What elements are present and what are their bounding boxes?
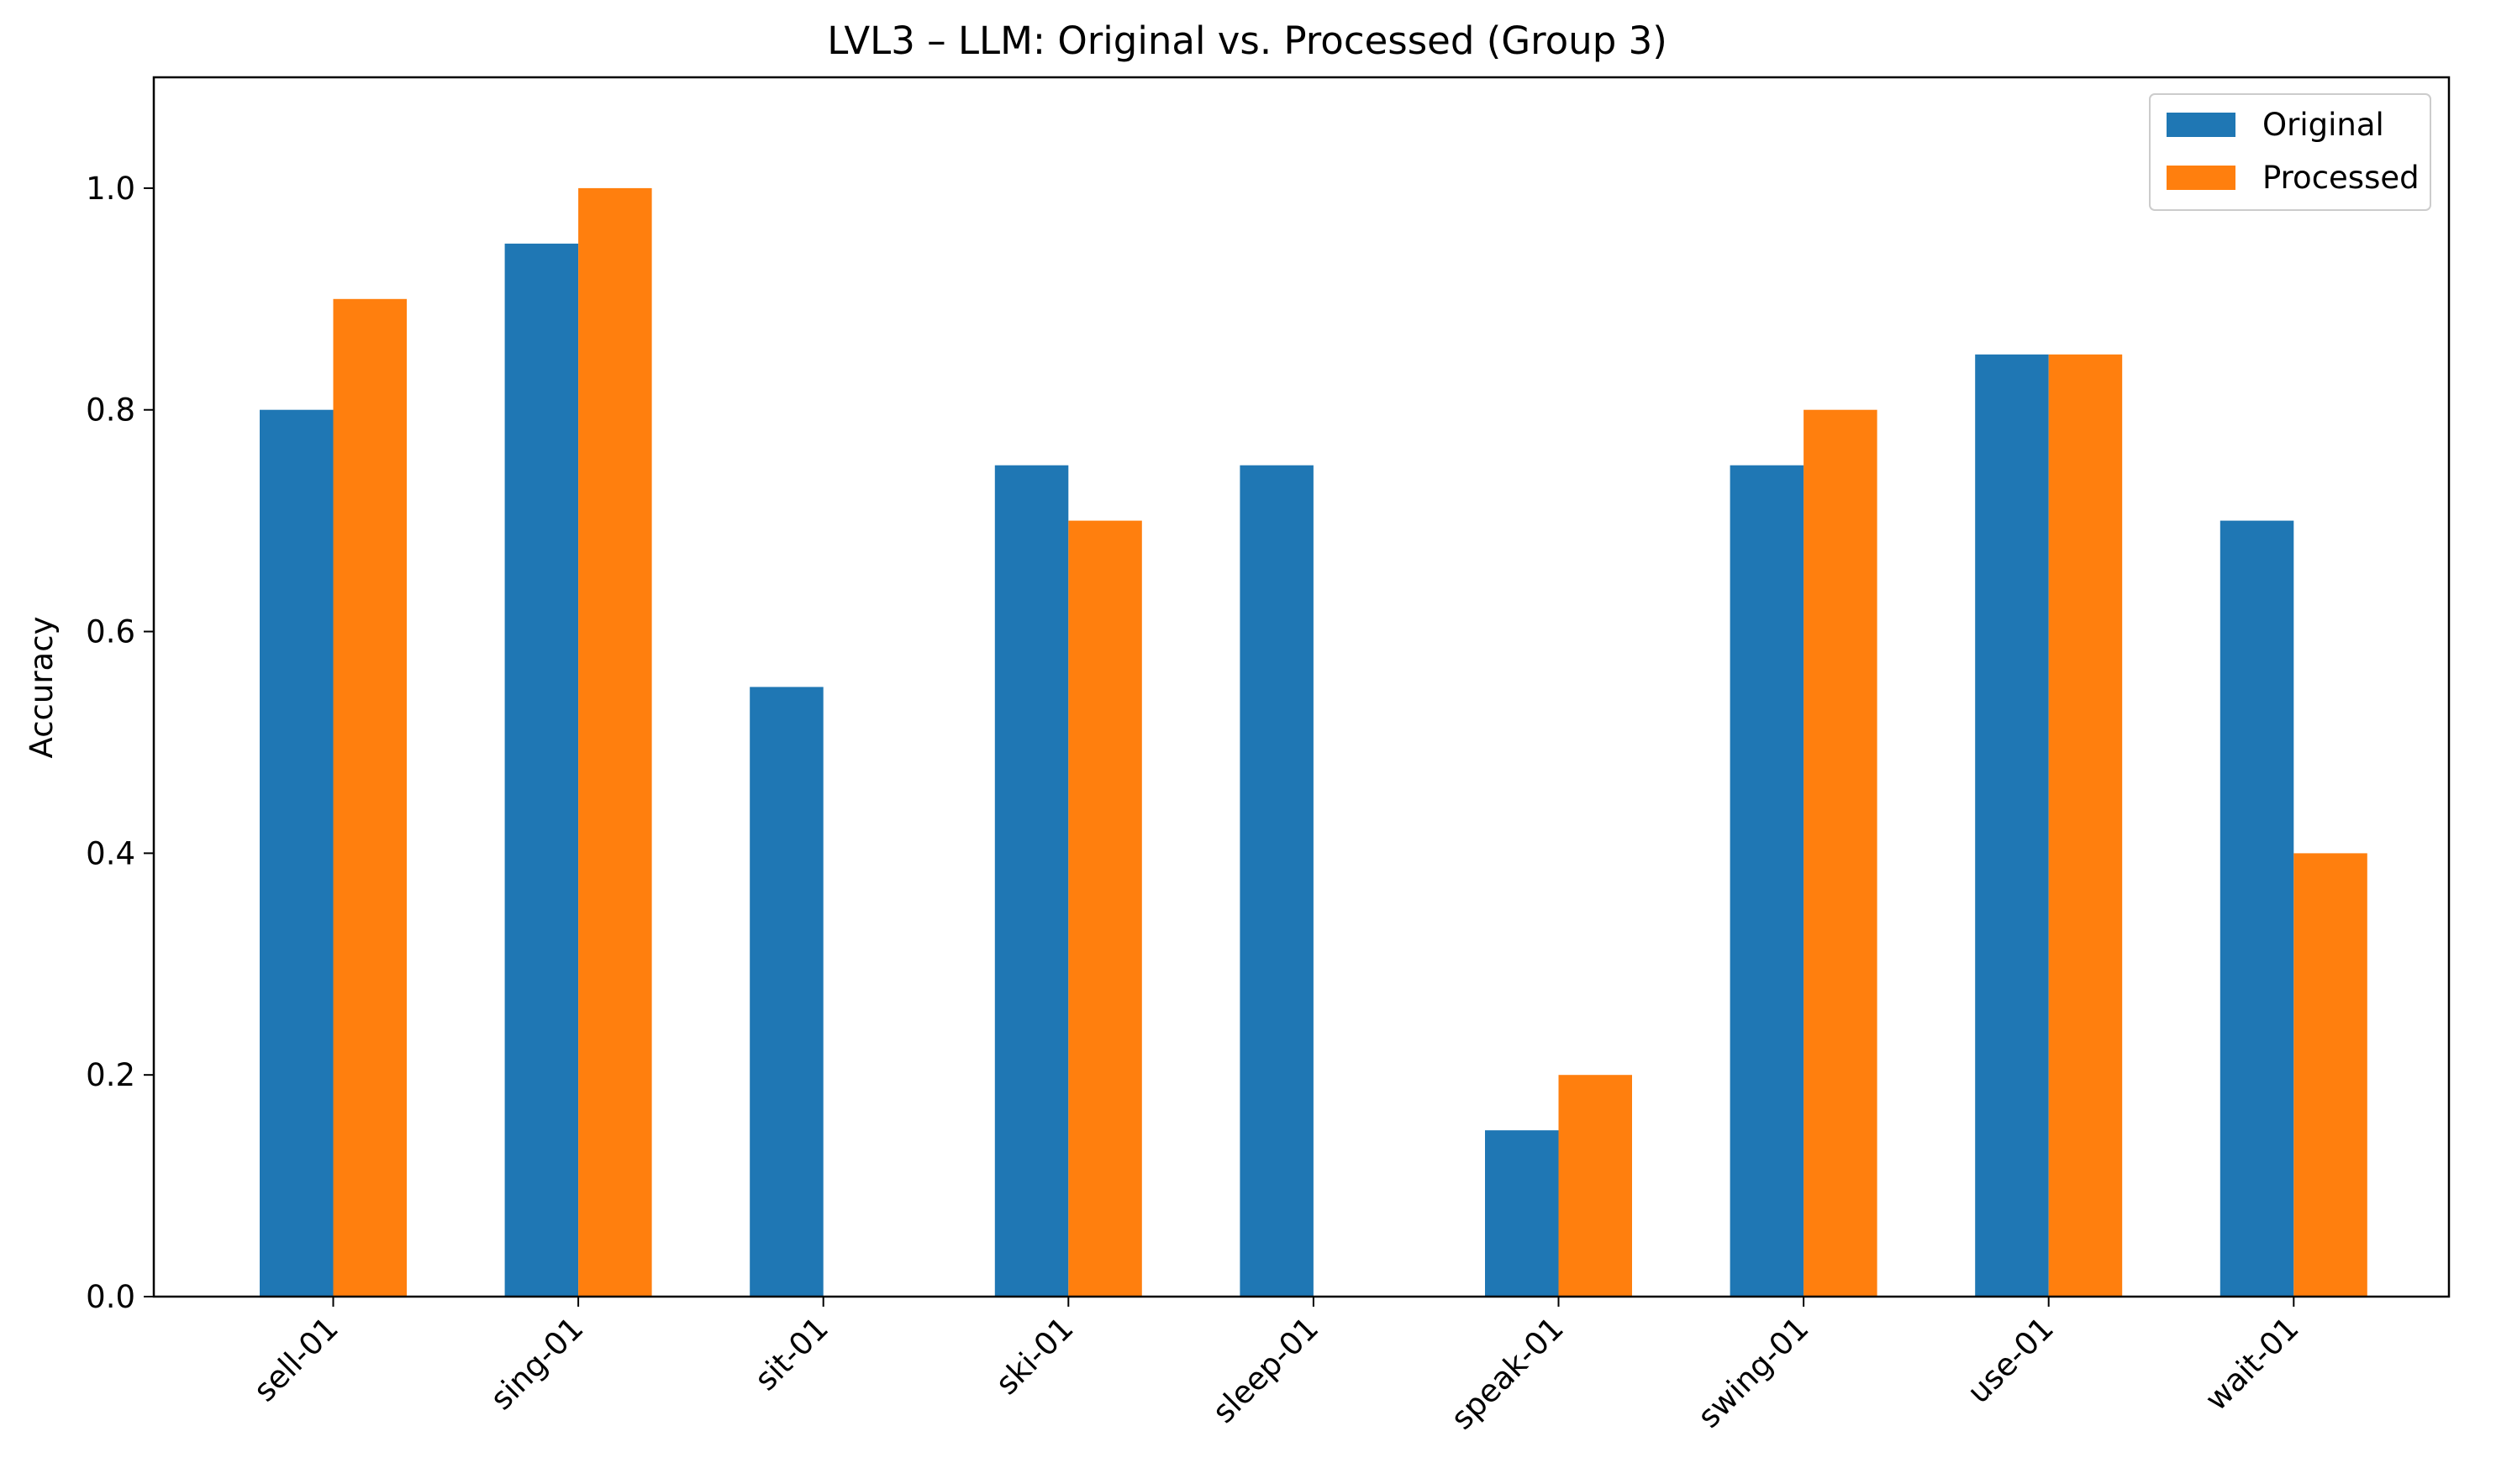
bar-original-ski-01 <box>994 465 1069 1297</box>
x-tick-label: sit-01 <box>748 1310 835 1397</box>
y-axis-label: Accuracy <box>24 617 60 759</box>
legend-swatch-original <box>2167 113 2235 137</box>
bar-original-sleep-01 <box>1240 465 1314 1297</box>
bar-original-speak-01 <box>1485 1130 1559 1297</box>
bar-original-use-01 <box>1975 354 2049 1297</box>
x-tick-label: sleep-01 <box>1205 1310 1325 1430</box>
bar-processed-use-01 <box>2048 354 2123 1297</box>
y-tick-label: 0.8 <box>86 392 135 429</box>
bar-processed-ski-01 <box>1068 520 1142 1297</box>
x-tick-label: wait-01 <box>2198 1310 2306 1418</box>
legend-swatch-processed <box>2167 166 2235 190</box>
plot-frame <box>152 76 2451 1298</box>
y-tick-label: 1.0 <box>86 171 135 207</box>
chart-title: LVL3 – LLM: Original vs. Processed (Grou… <box>827 18 1667 63</box>
y-tick-label: 0.6 <box>86 614 135 650</box>
bar-processed-wait-01 <box>2293 853 2367 1297</box>
x-tick-label: swing-01 <box>1691 1310 1816 1435</box>
legend-label-processed: Processed <box>2262 160 2420 196</box>
bar-original-wait-01 <box>2220 520 2294 1297</box>
x-tick-label: speak-01 <box>1444 1310 1571 1437</box>
bar-processed-speak-01 <box>1558 1075 1632 1297</box>
y-tick-label: 0.4 <box>86 835 135 871</box>
y-tick-label: 0.0 <box>86 1279 135 1315</box>
x-tick-label: ski-01 <box>988 1310 1080 1402</box>
bar-processed-sell-01 <box>333 298 407 1297</box>
bar-original-sing-01 <box>504 243 579 1297</box>
x-tick-label: sell-01 <box>246 1310 345 1408</box>
legend-label-original: Original <box>2262 107 2384 143</box>
y-axis-ticks: 0.0 0.2 0.4 0.6 0.8 1.0 <box>86 171 154 1315</box>
y-tick-label: 0.2 <box>86 1057 135 1093</box>
bar-original-swing-01 <box>1730 465 1804 1297</box>
bars-layer <box>260 187 2367 1297</box>
legend: Original Processed <box>2149 93 2431 211</box>
bar-original-sell-01 <box>260 409 334 1297</box>
x-axis-ticks: sell-01 sing-01 sit-01 ski-01 sleep-01 speak-… <box>246 1297 2306 1437</box>
x-tick-label: use-01 <box>1961 1310 2061 1410</box>
bar-processed-sing-01 <box>578 187 652 1297</box>
bar-processed-swing-01 <box>1804 409 1877 1297</box>
x-tick-label: sing-01 <box>483 1310 590 1417</box>
bar-original-sit-01 <box>750 687 824 1297</box>
